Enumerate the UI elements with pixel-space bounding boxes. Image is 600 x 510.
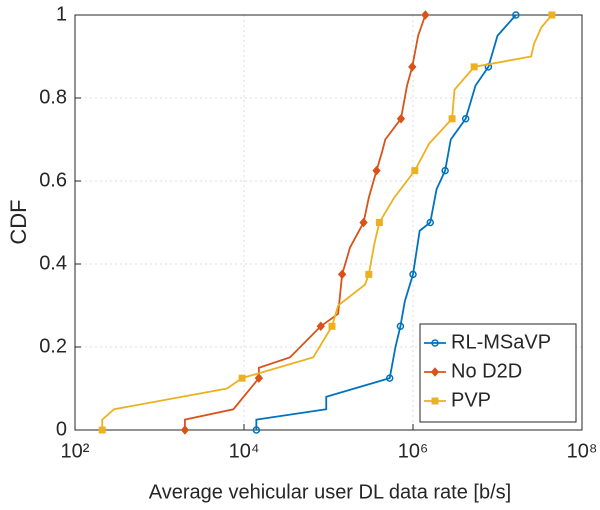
marker [426,218,434,227]
marker [385,374,394,382]
marker [359,217,368,228]
marker [372,165,381,176]
marker [421,10,430,20]
axes-box [74,14,583,431]
marker [396,113,406,124]
y-tick-label: 0 [56,418,67,440]
marker [254,373,264,383]
marker [512,11,520,19]
marker [408,62,417,72]
legend-label: No D2D [451,360,522,382]
legend-label: PVP [451,389,491,411]
legend-label: RL-MSaVP [451,331,551,353]
marker [396,322,405,330]
marker [365,270,373,278]
marker [548,11,556,19]
y-tick-label: 0.6 [39,169,67,191]
marker [98,426,106,434]
marker [328,322,336,330]
x-axis-label: Average vehicular user DL data rate [b/s… [149,481,511,503]
marker [375,219,383,226]
legend-marker [431,397,439,405]
x-tick-label: 10⁸ [567,440,598,462]
marker [441,166,449,175]
marker [461,115,470,123]
x-tick-label: 10² [61,440,90,462]
series-line [255,14,517,430]
legend-box [419,323,577,423]
y-tick-label: 0.4 [39,252,67,274]
marker [180,425,190,435]
legend-marker [431,339,439,347]
marker [448,115,456,123]
marker [337,269,347,280]
marker [411,167,419,175]
series-line [101,14,553,430]
marker [252,426,261,434]
marker [470,63,478,71]
legend-marker [430,367,440,377]
y-tick-label: 0.8 [39,86,67,108]
y-axis-label: CDF [6,199,31,244]
x-tick-label: 10⁴ [229,440,260,462]
marker [409,270,417,279]
legend: RL-MSaVP No D2D PVP [419,323,577,423]
y-tick-label: 0.2 [39,335,67,357]
y-tick-label: 1 [56,3,67,25]
marker [316,321,325,332]
marker [238,374,246,382]
x-tick-label: 10⁶ [398,440,428,462]
